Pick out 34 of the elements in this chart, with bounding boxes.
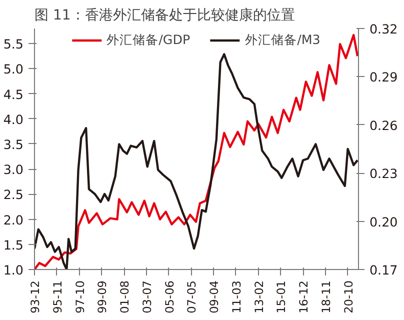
x-tick-label: 09-04 [207, 280, 222, 314]
x-tick-label: 97-10 [72, 280, 87, 314]
y-tick-label: 5.5 [3, 36, 24, 52]
y-tick-label: 2.0 [3, 212, 24, 228]
chart-title: 图 11：香港外汇储备处于比较健康的位置 [34, 8, 295, 24]
y2-tick-label: 0.32 [370, 22, 398, 36]
x-tick-label: 93-12 [28, 280, 42, 314]
legend-label: 外汇储备/GDP [106, 32, 190, 48]
x-tick-label: 16-12 [296, 280, 311, 314]
y2-tick-label: 0.23 [370, 166, 398, 182]
y2-tick-label: 0.26 [370, 118, 398, 133]
x-tick-label: 95-11 [50, 280, 64, 314]
y-tick-label: 2.5 [3, 187, 24, 202]
x-tick-label: 99-09 [95, 280, 110, 314]
y-tick-label: 5.0 [3, 62, 24, 77]
x-tick-label: 01-08 [118, 280, 132, 314]
x-tick-label: 05-06 [162, 280, 176, 314]
y-tick-label: 4.5 [3, 86, 24, 102]
y-tick-label: 1.5 [3, 237, 24, 252]
y-tick-label: 1.0 [3, 262, 24, 278]
y-tick-label: 4.0 [3, 112, 24, 127]
x-tick-label: 20-10 [341, 280, 356, 314]
x-tick-label: 03-07 [140, 280, 154, 314]
x-tick-label: 15-01 [274, 280, 288, 314]
legend-label: 外汇储备/M3 [245, 32, 320, 48]
x-tick-label: 13-02 [252, 280, 266, 314]
y2-tick-label: 0.29 [370, 70, 398, 85]
y-tick-label: 3.0 [3, 162, 24, 178]
x-tick-label: 11-03 [229, 280, 244, 314]
x-tick-label: 18-11 [318, 280, 333, 314]
x-tick-label: 07-05 [184, 280, 199, 314]
y2-tick-label: 0.17 [370, 262, 398, 278]
y2-tick-label: 0.20 [370, 214, 398, 230]
y-tick-label: 3.5 [3, 136, 24, 152]
